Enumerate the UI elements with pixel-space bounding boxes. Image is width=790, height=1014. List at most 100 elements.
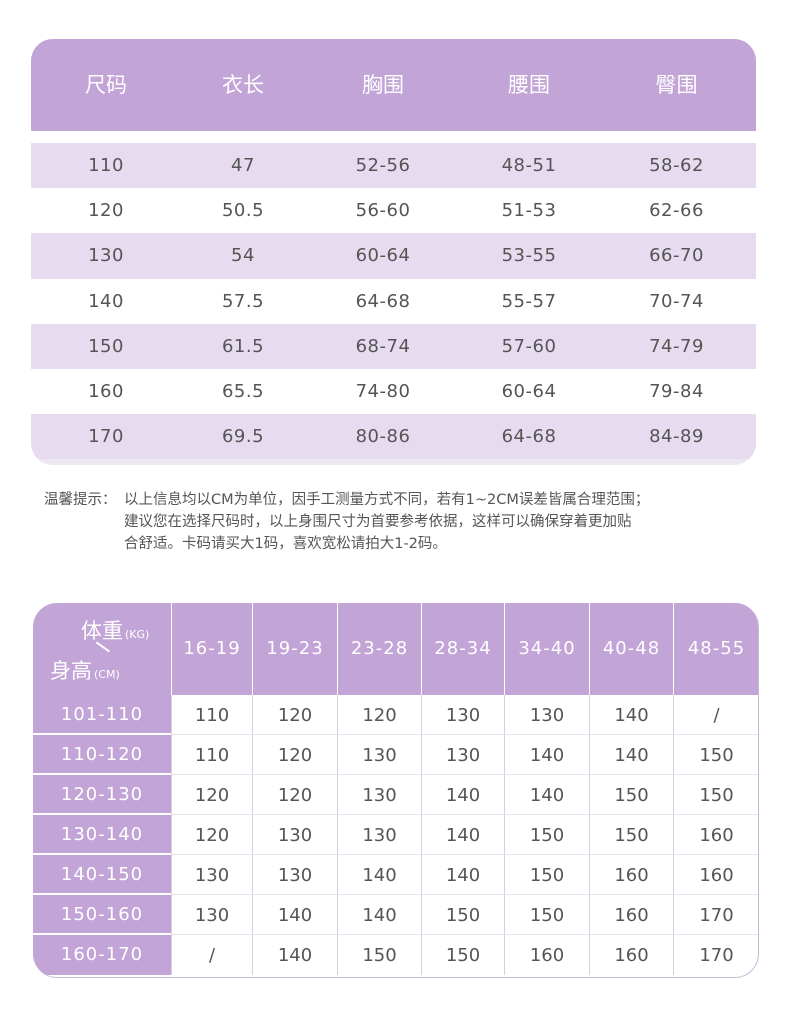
weight-unit: (KG) [125, 628, 150, 641]
table-row: 140-150 130 130 140 140 150 160 160 [33, 855, 758, 895]
weight-range: 48-55 [673, 603, 758, 695]
size-cell: 150 [421, 895, 504, 935]
tip-lead: 温馨提示： [44, 492, 117, 508]
weight-range: 28-34 [421, 603, 504, 695]
size-cell: 120 [337, 695, 421, 735]
weight-range: 23-28 [337, 603, 421, 695]
size-cell: 140 [589, 695, 673, 735]
height-unit: (CM) [94, 668, 120, 681]
size-cell: 150 [589, 815, 673, 855]
hip-cell: 58-62 [649, 155, 704, 176]
waist-cell: 55-57 [501, 290, 557, 312]
length-cell: 69.5 [221, 426, 265, 448]
table-row: 150 61.5 68-74 57-60 74-79 [31, 323, 756, 369]
chest-cell: 56-60 [355, 200, 411, 222]
length-cell: 61.5 [221, 335, 265, 357]
size-cell: 140 [337, 855, 421, 895]
size-cell: 150 [504, 895, 589, 935]
weight-range-columns: 16-19 19-23 23-28 28-34 34-40 40-48 48-5… [171, 603, 758, 695]
size-cell: 140 [252, 935, 337, 975]
header-length: 衣长 [222, 73, 264, 97]
table-row: 101-110 110 120 120 130 130 140 / [33, 695, 758, 735]
height-range-cell: 150-160 [33, 895, 171, 935]
table-row: 110 47 52-56 48-51 58-62 [31, 143, 756, 189]
header-gap [31, 131, 756, 143]
hip-cell: 79-84 [649, 380, 704, 402]
size-cell: 140 [504, 735, 589, 775]
size-cell: 130 [171, 895, 252, 935]
length-cell: 65.5 [221, 380, 265, 402]
size-cell: 130 [504, 695, 589, 735]
chest-cell: 64-68 [355, 290, 411, 312]
size-cell: 160 [673, 855, 758, 895]
size-cell: 150 [88, 335, 124, 357]
tip-line: 建议您在选择尺码时，以上身围尺寸为首要参考依据，这样可以确保穿着更加贴 [124, 514, 632, 530]
size-cell: 110 [88, 155, 124, 176]
size-cell: 160 [673, 815, 758, 855]
size-cell: 140 [589, 735, 673, 775]
size-cell: 110 [171, 735, 252, 775]
size-cell: 170 [673, 935, 758, 975]
size-cell: 130 [337, 735, 421, 775]
size-cell: 120 [171, 775, 252, 815]
hip-cell: 70-74 [649, 290, 704, 312]
weight-range: 40-48 [589, 603, 673, 695]
tip-lines: 以上信息均以CM为单位，因手工测量方式不同，若有1~2CM误差皆属合理范围； 建… [124, 489, 744, 555]
size-cell: 150 [337, 935, 421, 975]
size-cell: 130 [88, 245, 124, 267]
height-range-cell: 130-140 [33, 815, 171, 855]
height-range-cell: 110-120 [33, 735, 171, 775]
size-cell: 160 [88, 380, 124, 402]
weight-range: 34-40 [504, 603, 589, 695]
table-row: 130 54 60-64 53-55 66-70 [31, 233, 756, 279]
size-cell: 130 [252, 855, 337, 895]
hip-cell: 62-66 [649, 200, 704, 222]
weight-height-body: 101-110 110 120 120 130 130 140 / 110-12… [33, 695, 758, 975]
length-cell: 50.5 [221, 200, 265, 222]
table-row: 140 57.5 64-68 55-57 70-74 [31, 278, 756, 324]
weight-height-table: 体重 (KG) 身高 (CM) 16-19 19-23 23-28 28-34 34… [33, 603, 759, 978]
hip-cell: 74-79 [649, 335, 704, 357]
table-row: 120 50.5 56-60 51-53 62-66 [31, 188, 756, 234]
size-cell: 120 [252, 735, 337, 775]
size-cell: 150 [589, 775, 673, 815]
weight-label: 体重 (KG) [81, 619, 150, 643]
size-cell: 160 [589, 855, 673, 895]
length-cell: 47 [231, 155, 255, 176]
waist-cell: 64-68 [501, 426, 557, 448]
waist-cell: 53-55 [501, 245, 557, 267]
size-cell: 140 [337, 895, 421, 935]
size-cell: 150 [421, 935, 504, 975]
size-cell: 160 [589, 895, 673, 935]
size-cell: 140 [252, 895, 337, 935]
size-cell: 130 [171, 855, 252, 895]
size-cell: 150 [673, 735, 758, 775]
chest-cell: 74-80 [355, 380, 411, 402]
size-chart-body: 110 47 52-56 48-51 58-62 120 50.5 56-60 … [31, 143, 756, 460]
size-cell: 130 [421, 735, 504, 775]
size-cell: 120 [252, 775, 337, 815]
weight-header: 体重 (KG) 身高 (CM) 16-19 19-23 23-28 28-34 34… [33, 603, 758, 695]
size-cell: 120 [252, 695, 337, 735]
tip-line: 以上信息均以CM为单位，因手工测量方式不同，若有1~2CM误差皆属合理范围； [124, 492, 650, 508]
size-cell: 130 [337, 775, 421, 815]
size-cell: 140 [421, 775, 504, 815]
table-row: 120-130 120 120 130 140 140 150 150 [33, 775, 758, 815]
waist-cell: 60-64 [501, 380, 557, 402]
size-cell: 140 [421, 855, 504, 895]
hip-cell: 84-89 [649, 426, 704, 448]
size-cell: 170 [88, 426, 124, 448]
size-cell: 150 [504, 855, 589, 895]
size-cell: 140 [421, 815, 504, 855]
size-cell: 140 [504, 775, 589, 815]
corner-cell: 体重 (KG) 身高 (CM) [33, 603, 171, 695]
chest-cell: 68-74 [355, 335, 411, 357]
size-chart-header: 尺码 衣长 胸围 腰围 臀围 [31, 39, 756, 131]
size-cell: / [673, 695, 758, 735]
waist-cell: 48-51 [501, 155, 557, 176]
table-row: 130-140 120 130 130 140 150 150 160 [33, 815, 758, 855]
table-row: 110-120 110 120 130 130 140 140 150 [33, 735, 758, 775]
height-range-cell: 140-150 [33, 855, 171, 895]
size-cell: 110 [171, 695, 252, 735]
hip-cell: 66-70 [649, 245, 704, 267]
